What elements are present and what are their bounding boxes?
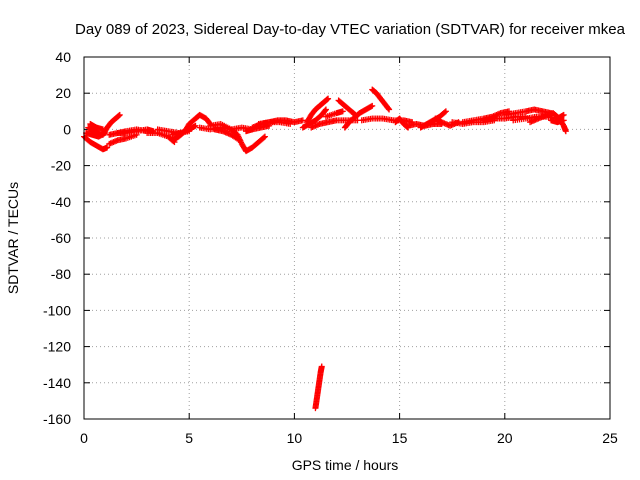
data-point — [287, 120, 294, 127]
data-point — [369, 102, 376, 109]
chart-title: Day 089 of 2023, Sidereal Day-to-day VTE… — [75, 21, 626, 38]
y-tick-label: -120 — [43, 339, 71, 355]
data-point — [236, 137, 243, 144]
data-points — [81, 86, 569, 412]
x-tick-label: 25 — [602, 430, 618, 446]
data-point — [560, 117, 567, 124]
data-point — [318, 363, 325, 370]
x-tick-labels: 0 5 10 15 20 25 — [80, 430, 618, 446]
x-tick-label: 0 — [80, 430, 88, 446]
y-axis-label: SDTVAR / TECUs — [5, 182, 21, 294]
x-tick-label: 10 — [287, 430, 303, 446]
data-point — [192, 122, 199, 129]
data-point — [441, 109, 448, 116]
y-tick-labels: 40 20 0 -20 -40 -60 -80 -100 -120 -140 -160 — [43, 49, 71, 427]
data-point — [562, 128, 569, 135]
data-point — [442, 108, 449, 115]
data-point — [261, 133, 268, 140]
data-point — [116, 111, 123, 118]
data-point — [104, 144, 111, 151]
y-tick-label: 0 — [63, 121, 71, 137]
x-axis-label: GPS time / hours — [292, 457, 399, 473]
y-tick-label: -40 — [51, 194, 71, 210]
y-tick-label: 40 — [55, 49, 71, 65]
y-tick-label: -80 — [51, 266, 71, 282]
data-point — [325, 95, 332, 102]
y-tick-label: -160 — [43, 411, 71, 427]
y-tick-label: -60 — [51, 230, 71, 246]
y-tick-label: 20 — [55, 85, 71, 101]
data-point — [260, 134, 267, 141]
y-tick-label: -140 — [43, 375, 71, 391]
data-point — [386, 106, 393, 113]
data-point — [385, 105, 392, 112]
x-tick-label: 5 — [185, 430, 193, 446]
data-point — [322, 107, 329, 114]
y-tick-label: -20 — [51, 158, 71, 174]
plot-frame — [83, 56, 611, 420]
x-tick-label: 20 — [497, 430, 513, 446]
x-tick-label: 15 — [392, 430, 408, 446]
data-point — [339, 108, 346, 115]
data-point — [560, 111, 567, 118]
y-tick-label: -100 — [43, 302, 71, 318]
data-point — [322, 106, 329, 113]
